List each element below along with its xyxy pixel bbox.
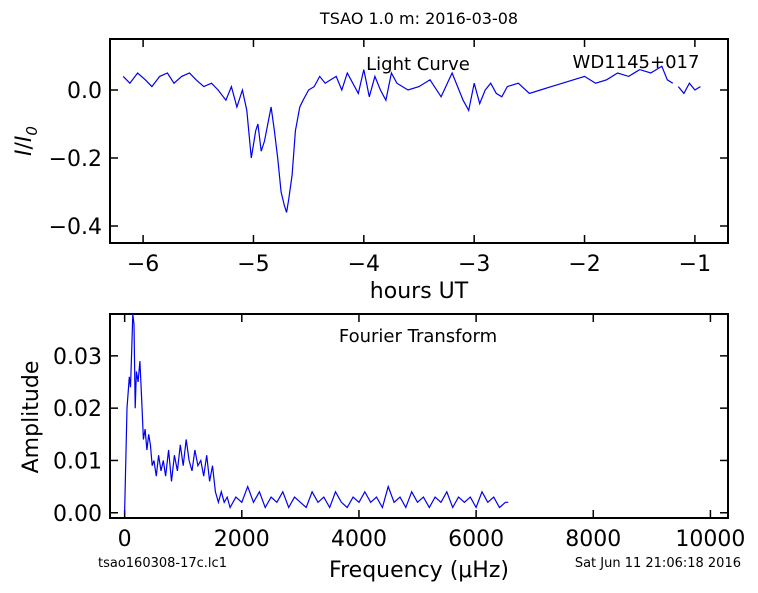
light-curve-series-line (677, 82, 701, 95)
light-curve-xtick-label: −5 (237, 252, 269, 277)
light-curve-ytick-label: −0.2 (49, 147, 102, 172)
light-curve-xtick-label: −3 (458, 252, 490, 277)
ylabel-slash: / (12, 141, 37, 149)
fourier-ytick-label: 0.02 (53, 397, 102, 422)
light-curve-xtick-label: −2 (568, 252, 600, 277)
ylabel-subscript: 0 (23, 126, 41, 136)
light-curve-series (122, 65, 701, 213)
fourier-ytick-label: 0.03 (53, 345, 102, 370)
fourier-ytick-label: 0.00 (53, 502, 102, 527)
light-curve-xtick-label: −1 (679, 252, 711, 277)
fourier-xtick-label: 2000 (214, 527, 270, 552)
fourier-series (124, 313, 509, 513)
fourier-xtick-label: 0 (118, 527, 132, 552)
light-curve-series-line (122, 65, 674, 213)
fourier-ticks: 0 2000 4000 6000 8000 10000 0.00 0.01 0.02 0.03 (53, 314, 745, 552)
fourier-xtick-label: 10000 (675, 527, 745, 552)
ylabel-denominator: I (12, 136, 37, 143)
fourier-ylabel: Amplitude (19, 361, 44, 474)
light-curve-ylabel: I/I0 (12, 126, 41, 156)
light-curve-xtick-label: −4 (348, 252, 380, 277)
fourier-xlabel: Frequency (μHz) (329, 558, 509, 583)
light-curve-axes-frame (109, 38, 729, 244)
light-curve-xlabel: hours UT (370, 279, 469, 304)
figure-title: TSAO 1.0 m: 2016-03-08 (319, 9, 518, 28)
fourier-xtick-label: 4000 (331, 527, 387, 552)
light-curve-ytick-label: 0.0 (67, 79, 102, 104)
object-name-label: WD1145+017 (573, 52, 700, 73)
fourier-xtick-label: 6000 (448, 527, 504, 552)
fourier-xtick-label: 8000 (565, 527, 621, 552)
fourier-title: Fourier Transform (339, 326, 497, 347)
footer-filename: tsao160308-17c.lc1 (98, 556, 227, 571)
footer-timestamp: Sat Jun 11 21:06:18 2016 (575, 556, 741, 571)
fourier-series-line (124, 313, 509, 513)
light-curve-title: Light Curve (366, 54, 470, 75)
light-curve-panel: −6 −5 −4 −3 −2 −1 0.0 −0.2 −0.4 Light Curve WD11… (12, 38, 729, 304)
ylabel-numerator: I (12, 149, 37, 156)
light-curve-xtick-label: −6 (127, 252, 159, 277)
fourier-panel: 0 2000 4000 6000 8000 10000 0.00 0.01 0.02 0.03 F… (19, 313, 745, 583)
fourier-axes-frame (109, 313, 729, 519)
light-curve-ytick-label: −0.4 (49, 215, 102, 240)
fourier-ytick-label: 0.01 (53, 449, 102, 474)
light-curve-ticks: −6 −5 −4 −3 −2 −1 0.0 −0.2 −0.4 (49, 39, 728, 277)
